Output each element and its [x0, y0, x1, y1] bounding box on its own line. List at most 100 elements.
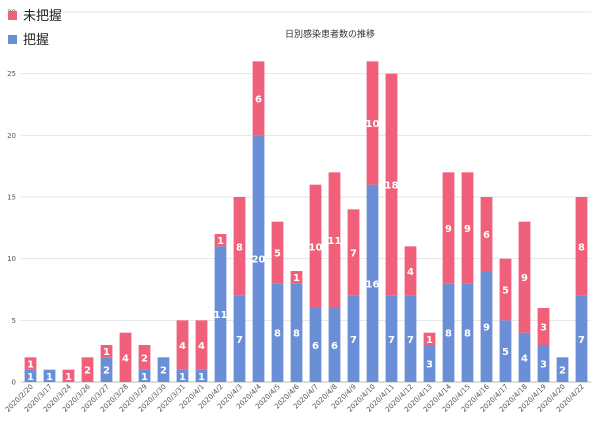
bar-segment-unknown	[461, 172, 474, 284]
legend-swatch-unknown	[8, 11, 17, 20]
bar-segment-known	[404, 295, 417, 382]
bar-segment-unknown	[309, 184, 322, 308]
data-label: 2	[141, 353, 148, 364]
data-label: 10	[366, 119, 380, 130]
legend-label-unknown: 未把握	[23, 9, 62, 24]
data-label: 2	[84, 366, 91, 377]
bar-segment-known	[423, 345, 436, 382]
data-label: 8	[464, 329, 471, 340]
bar-segment-known	[271, 283, 284, 382]
data-label: 7	[236, 335, 243, 346]
data-label: 7	[388, 335, 395, 346]
data-label: 4	[407, 267, 414, 278]
bars: 111 12 21412214141117820685816106117716107…	[24, 61, 588, 383]
bar-segment-known	[575, 295, 588, 382]
bar-segment-unknown	[24, 357, 37, 370]
bar-segment-unknown	[119, 332, 132, 382]
data-label: 5	[502, 286, 509, 297]
bar-segment-unknown	[347, 209, 360, 296]
bar-segment-known	[252, 135, 265, 382]
bar-segment-unknown	[176, 320, 189, 370]
bar-segment-known	[518, 332, 531, 382]
bar-segment-known	[499, 320, 512, 382]
bar-segment-known	[556, 357, 569, 382]
bar-segment-known	[385, 295, 398, 382]
data-label: 4	[198, 341, 205, 352]
data-label: 6	[255, 94, 262, 105]
data-label: 7	[350, 335, 357, 346]
data-label: 2	[160, 366, 167, 377]
bar-segment-known	[176, 369, 189, 382]
bar-segment-unknown	[100, 345, 113, 358]
data-label: 8	[274, 329, 281, 340]
bar-segment-unknown	[62, 369, 75, 382]
bar-segment-unknown	[480, 197, 493, 271]
bar-segment-known	[480, 271, 493, 382]
data-label: 11	[214, 310, 228, 321]
data-label: 8	[293, 329, 300, 340]
y-tick-label: 15	[7, 194, 16, 202]
data-label: 10	[309, 242, 323, 253]
y-tick-label: 0	[12, 379, 16, 387]
data-label: 9	[483, 323, 490, 334]
legend-swatch-known	[8, 35, 17, 44]
data-label: 1	[293, 273, 300, 284]
bar-segment-known	[195, 369, 208, 382]
y-axis-ticks: 051015202530	[7, 9, 16, 387]
data-label: 9	[521, 273, 528, 284]
data-label: 1	[217, 236, 224, 247]
bar-segment-unknown	[195, 320, 208, 370]
bar-segment-unknown	[233, 197, 246, 296]
bar-segment-unknown	[271, 221, 284, 284]
bar-segment-unknown	[404, 246, 417, 296]
data-label: 18	[385, 181, 399, 192]
bar-segment-unknown	[290, 271, 303, 284]
y-tick-label: 10	[7, 255, 16, 263]
data-label: 11	[328, 236, 342, 247]
data-label: 5	[274, 249, 281, 260]
data-label: 9	[464, 224, 471, 235]
data-label: 5	[502, 347, 509, 358]
data-label: 1	[27, 360, 34, 371]
data-label: 3	[540, 323, 547, 334]
bar-segment-unknown	[214, 234, 227, 247]
bar-segment-known	[537, 345, 550, 382]
bar-segment-unknown	[423, 332, 436, 345]
data-label: 9	[445, 224, 452, 235]
bar-segment-unknown	[442, 172, 455, 284]
data-label: 2	[559, 366, 566, 377]
bar-segment-known	[157, 357, 170, 382]
data-label: 7	[578, 335, 585, 346]
data-label: 4	[521, 353, 528, 364]
data-label: 8	[445, 329, 452, 340]
bar-segment-known	[347, 295, 360, 382]
bar-segment-known	[309, 308, 322, 382]
y-tick-label: 20	[7, 132, 16, 140]
data-label: 6	[483, 230, 490, 241]
bar-segment-known	[100, 357, 113, 382]
data-label: 6	[312, 341, 319, 352]
data-label: 1	[103, 347, 110, 358]
y-tick-label: 5	[12, 317, 16, 325]
bar-segment-unknown	[81, 357, 94, 382]
bar-segment-known	[24, 369, 37, 382]
bar-segment-unknown	[328, 172, 341, 308]
bar-segment-unknown	[385, 73, 398, 296]
bar-segment-unknown	[252, 61, 265, 136]
data-label: 4	[122, 353, 129, 364]
bar-segment-known	[461, 283, 474, 382]
y-tick-label: 25	[7, 70, 16, 78]
data-label: 1	[27, 372, 34, 383]
chart-title: 日別感染患者数の推移	[285, 28, 375, 40]
bar-segment-unknown	[366, 61, 379, 185]
bar-segment-unknown	[518, 221, 531, 333]
x-axis-ticks: 2020/2/202020/3/172020/3/242020/3/262020…	[4, 382, 586, 413]
data-label: 7	[350, 249, 357, 260]
data-label: 1	[65, 372, 72, 383]
data-label: 7	[407, 335, 414, 346]
legend: 未把握 把握	[8, 9, 62, 48]
data-label: 16	[366, 279, 380, 290]
data-label: 2	[103, 366, 110, 377]
